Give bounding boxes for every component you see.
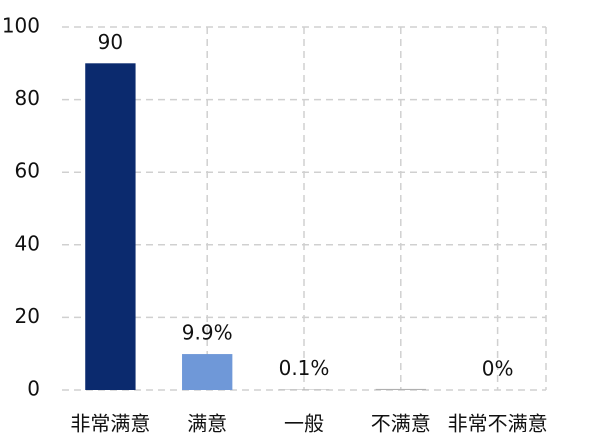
y-tick-label: 0: [27, 377, 40, 401]
y-tick-label: 40: [15, 231, 40, 255]
bar: [85, 63, 136, 391]
y-tick-label: 100: [2, 14, 40, 38]
data-label: 0%: [482, 357, 514, 381]
x-tick-label: 一般: [284, 412, 324, 436]
data-label: 9.9%: [182, 321, 233, 345]
y-tick-label: 80: [15, 86, 40, 110]
x-tick-label: 满意: [187, 412, 227, 436]
data-label: 0.1%: [279, 356, 330, 380]
data-label: 90: [98, 30, 123, 54]
x-tick-label: 非常不满意: [448, 412, 548, 436]
x-tick-label: 非常满意: [70, 412, 150, 436]
y-tick-label: 60: [15, 159, 40, 183]
bar: [182, 354, 233, 390]
bar: [375, 388, 426, 390]
x-tick-label: 不满意: [371, 412, 431, 436]
y-tick-label: 20: [15, 304, 40, 328]
